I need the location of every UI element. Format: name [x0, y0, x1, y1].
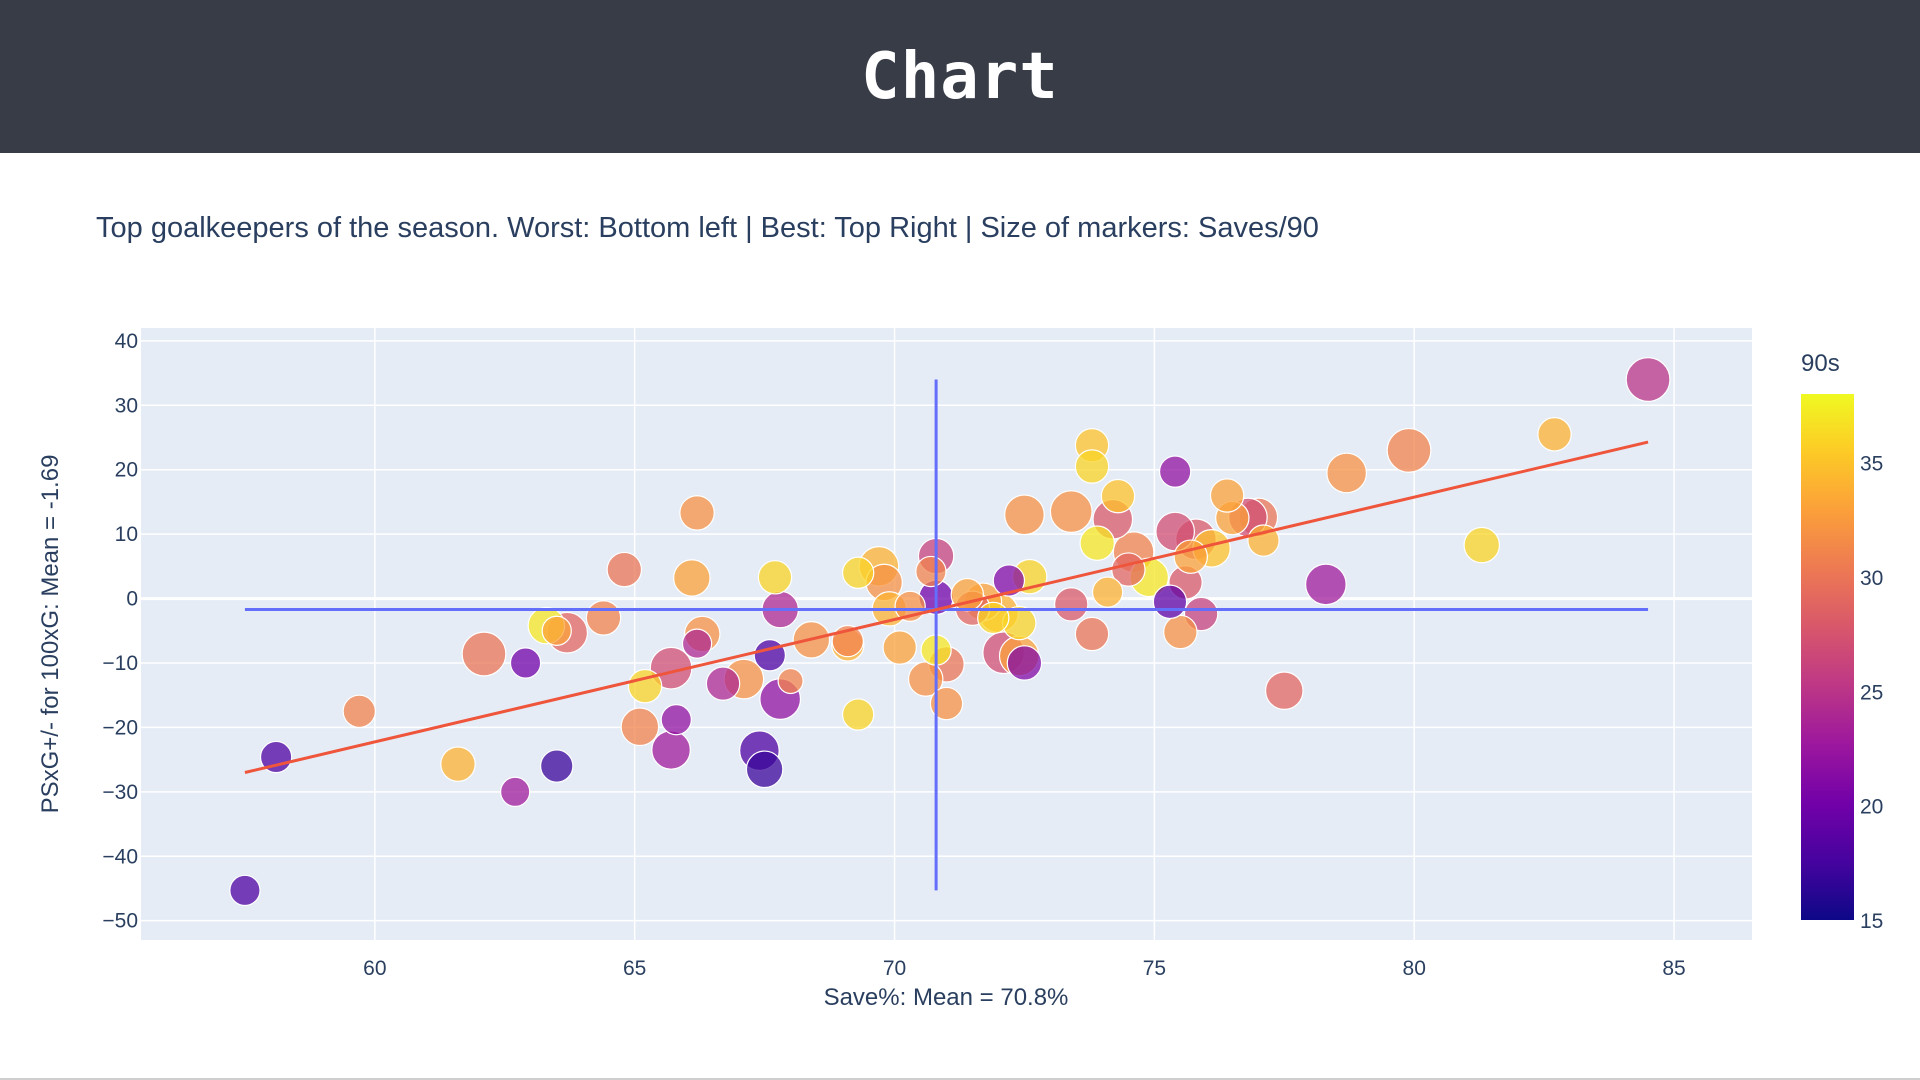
y-tick-label: 30 — [115, 394, 138, 417]
data-point — [229, 874, 261, 907]
y-tick-label: 40 — [115, 330, 138, 353]
data-point — [757, 560, 793, 595]
y-tick-label: −10 — [102, 652, 138, 675]
chart: Top goalkeepers of the season. Worst: Bo… — [37, 212, 1883, 1011]
data-point — [1537, 417, 1572, 452]
data-point — [440, 746, 476, 782]
y-tick-label: 10 — [115, 523, 138, 546]
x-tick-labels: 60 65 70 75 80 85 — [363, 957, 1686, 980]
y-tick-label: −50 — [102, 910, 138, 933]
y-tick-labels: 40 30 20 10 0 −10 −20 −30 −40 −50 — [102, 330, 138, 933]
data-point — [705, 666, 741, 701]
x-tick-label: 70 — [883, 957, 906, 980]
header-title: Chart — [861, 39, 1059, 114]
data-point — [1304, 563, 1347, 606]
data-point — [882, 630, 917, 665]
x-tick-label: 60 — [363, 957, 386, 980]
data-point — [777, 667, 804, 695]
y-tick-label: −30 — [102, 781, 138, 804]
data-point — [500, 776, 531, 807]
bottom-border — [0, 1078, 1920, 1080]
colorbar-tick-label: 15 — [1860, 910, 1883, 933]
data-point — [509, 647, 542, 679]
data-point — [745, 750, 784, 789]
data-point — [651, 730, 691, 770]
data-point — [1386, 427, 1432, 473]
data-point — [907, 661, 944, 697]
x-tick-label: 65 — [623, 957, 646, 980]
data-point — [1463, 526, 1501, 564]
data-point — [915, 555, 947, 588]
data-point — [1163, 614, 1198, 650]
data-point — [461, 631, 507, 677]
data-point — [620, 707, 660, 747]
data-point — [1264, 671, 1304, 711]
data-point — [1100, 478, 1136, 514]
data-point — [681, 628, 713, 659]
data-point — [1006, 645, 1043, 681]
data-point — [342, 694, 376, 729]
header-bar: Chart — [0, 0, 1920, 153]
data-point — [1625, 357, 1671, 402]
colorbar-tick-label: 25 — [1860, 681, 1883, 704]
x-tick-label: 80 — [1403, 957, 1426, 980]
data-point — [841, 556, 875, 589]
x-tick-label: 85 — [1662, 957, 1685, 980]
data-points — [229, 357, 1671, 907]
data-point — [1074, 616, 1110, 652]
data-point — [977, 601, 1010, 635]
data-point — [541, 615, 572, 646]
data-point — [1004, 494, 1045, 536]
plot-area — [141, 328, 1752, 940]
colorbar-tick-label: 30 — [1860, 567, 1883, 590]
data-point — [1173, 539, 1208, 574]
data-point — [841, 698, 875, 731]
data-point — [660, 703, 692, 736]
data-point — [673, 559, 711, 597]
y-tick-label: 20 — [115, 459, 138, 482]
chart-title: Top goalkeepers of the season. Worst: Bo… — [96, 212, 1319, 244]
overlay-lines — [244, 379, 1649, 891]
colorbar-title: 90s — [1801, 350, 1840, 377]
data-point — [1209, 478, 1245, 513]
data-point — [929, 686, 964, 721]
y-axis-label: PSxG+/- for 100xG: Mean = -1.69 — [37, 455, 64, 814]
data-point — [627, 668, 663, 704]
data-point — [1326, 452, 1368, 494]
trend-line — [244, 440, 1649, 774]
colorbar-tick-label: 35 — [1860, 453, 1883, 476]
data-point — [1091, 576, 1124, 608]
data-point — [1079, 525, 1115, 561]
colorbar-tick-labels: 15 20 25 30 35 — [1860, 453, 1883, 933]
data-point — [753, 639, 787, 672]
data-point — [1049, 490, 1093, 534]
y-tick-label: −20 — [102, 716, 138, 739]
data-point — [1158, 455, 1192, 488]
x-axis-label: Save%: Mean = 70.8% — [824, 984, 1069, 1011]
data-point — [606, 551, 643, 588]
data-point — [992, 564, 1026, 597]
data-point — [1053, 587, 1089, 622]
data-point — [1247, 524, 1280, 557]
x-tick-label: 75 — [1143, 957, 1166, 980]
y-tick-label: −40 — [102, 845, 138, 868]
data-point — [540, 749, 574, 783]
y-tick-label: 0 — [126, 588, 138, 611]
colorbar-tick-label: 20 — [1860, 796, 1883, 819]
data-point — [1152, 584, 1188, 620]
colorbar — [1801, 394, 1854, 920]
data-point — [585, 600, 622, 636]
data-point — [679, 495, 715, 531]
data-point — [1074, 449, 1110, 484]
